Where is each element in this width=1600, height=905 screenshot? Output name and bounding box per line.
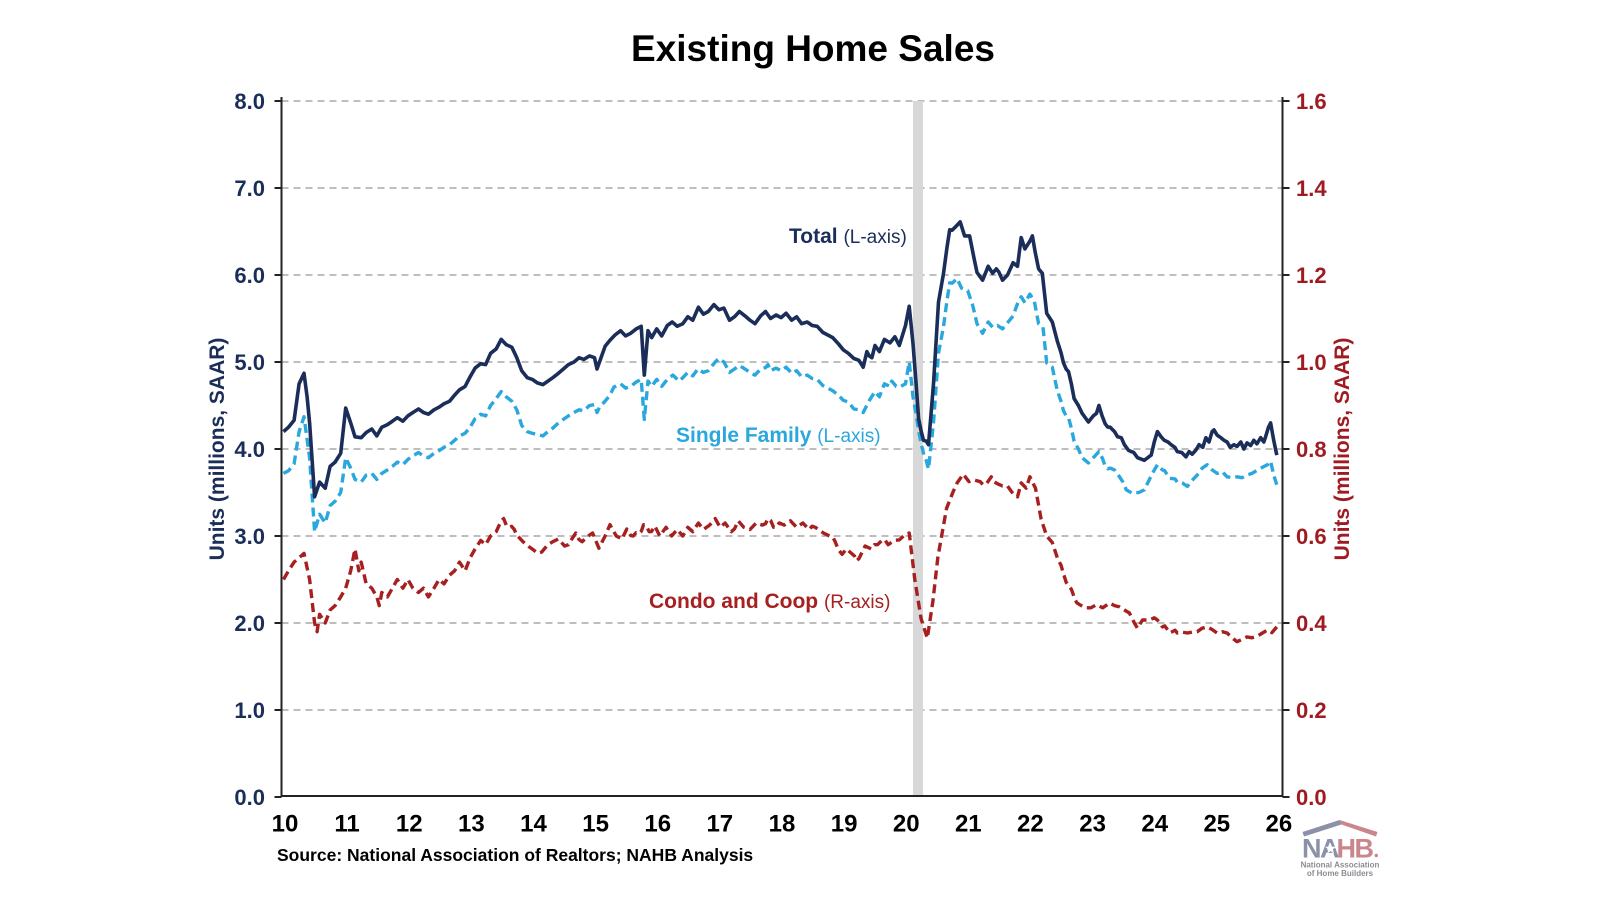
svg-text:16: 16 — [644, 811, 671, 838]
svg-text:21: 21 — [955, 811, 982, 838]
svg-text:11: 11 — [334, 811, 359, 838]
svg-text:NA: NA — [1302, 834, 1339, 864]
svg-text:Existing Home Sales: Existing Home Sales — [631, 28, 995, 69]
svg-text:20: 20 — [893, 811, 920, 838]
svg-text:Total (L-axis): Total (L-axis) — [789, 225, 907, 248]
svg-text:14: 14 — [520, 811, 547, 838]
svg-text:23: 23 — [1079, 811, 1106, 838]
svg-text:0.8: 0.8 — [1296, 437, 1327, 462]
svg-text:of Home Builders: of Home Builders — [1307, 869, 1374, 878]
svg-text:HB: HB — [1337, 834, 1374, 864]
svg-text:12: 12 — [396, 811, 423, 838]
svg-text:Units (millions, SAAR): Units (millions, SAAR) — [1331, 338, 1354, 561]
svg-text:7.0: 7.0 — [234, 176, 265, 201]
svg-text:1.2: 1.2 — [1296, 263, 1327, 288]
svg-text:15: 15 — [582, 811, 609, 838]
svg-text:25: 25 — [1203, 811, 1230, 838]
svg-text:2.0: 2.0 — [234, 611, 265, 636]
svg-text:Single Family (L-axis): Single Family (L-axis) — [676, 424, 881, 447]
svg-text:1.6: 1.6 — [1296, 89, 1327, 114]
svg-text:8.0: 8.0 — [234, 89, 265, 114]
svg-text:Condo and Coop (R-axis): Condo and Coop (R-axis) — [649, 590, 890, 613]
svg-text:3.0: 3.0 — [234, 524, 265, 549]
svg-text:10: 10 — [272, 811, 299, 838]
svg-text:19: 19 — [831, 811, 858, 838]
svg-text:Units (millions, SAAR): Units (millions, SAAR) — [206, 338, 229, 561]
svg-text:1.0: 1.0 — [234, 698, 265, 723]
svg-text:0.4: 0.4 — [1296, 611, 1327, 636]
svg-text:National Association: National Association — [1301, 861, 1380, 870]
svg-text:18: 18 — [769, 811, 796, 838]
svg-text:Source: National Association o: Source: National Association of Realtors… — [277, 845, 753, 865]
svg-text:24: 24 — [1141, 811, 1168, 838]
svg-text:26: 26 — [1266, 811, 1293, 838]
svg-text:6.0: 6.0 — [234, 263, 265, 288]
svg-text:4.0: 4.0 — [234, 437, 265, 462]
svg-text:0.2: 0.2 — [1296, 698, 1327, 723]
svg-text:5.0: 5.0 — [234, 350, 265, 375]
svg-text:13: 13 — [458, 811, 485, 838]
svg-text:0.0: 0.0 — [1296, 785, 1327, 810]
svg-text:1.4: 1.4 — [1296, 176, 1327, 201]
svg-text:1.0: 1.0 — [1296, 350, 1327, 375]
svg-text:0.6: 0.6 — [1296, 524, 1327, 549]
svg-text:17: 17 — [706, 811, 733, 838]
svg-text:22: 22 — [1017, 811, 1044, 838]
svg-text:0.0: 0.0 — [234, 785, 265, 810]
